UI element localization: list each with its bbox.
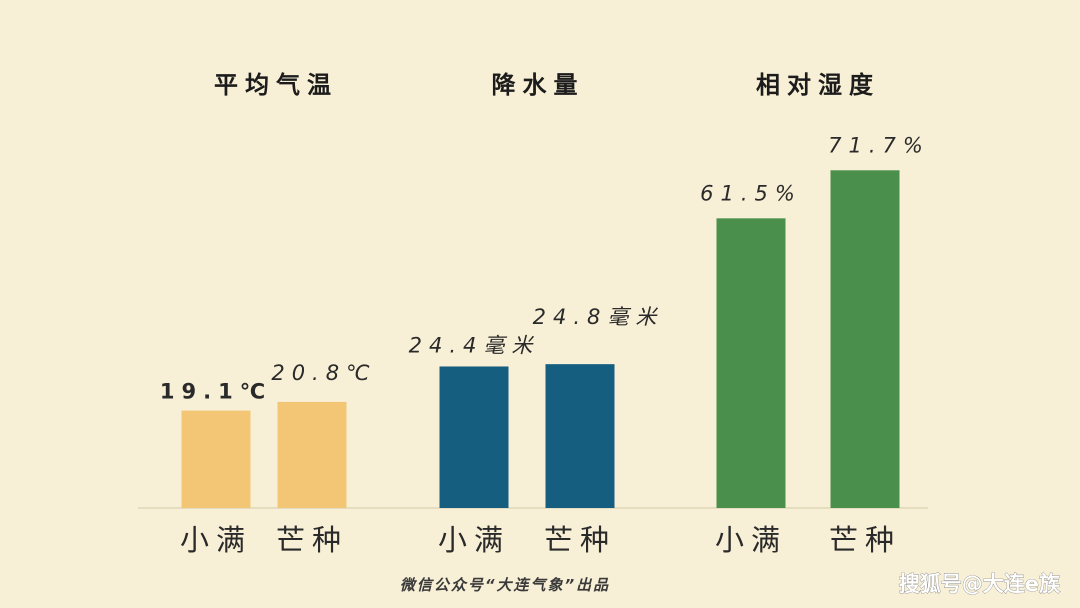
data-label: 24.8毫米 [533,305,664,329]
bar [181,410,251,508]
group-title: 平均气温 [214,71,338,99]
data-label: 61.5% [700,181,802,205]
category-label: 芒种 [544,523,616,557]
data-label: 19.1℃ [160,380,272,404]
footer-credit: 微信公众号“大连气象”出品 [400,576,610,594]
bar [830,170,900,508]
bar [439,366,509,508]
watermark: 搜狐号@大连e族 [899,572,1061,596]
category-label: 小满 [715,523,787,557]
group-title: 相对湿度 [756,71,880,99]
category-label: 小满 [180,523,252,557]
category-label: 芒种 [829,523,901,557]
bar [277,401,347,508]
bar [716,218,786,508]
category-label: 小满 [438,523,510,557]
bar [545,364,615,508]
data-label: 20.8℃ [271,361,376,385]
group-title: 降水量 [492,71,585,99]
data-label: 71.7% [828,133,930,157]
category-label: 芒种 [276,523,348,557]
data-label: 24.4毫米 [409,333,540,357]
